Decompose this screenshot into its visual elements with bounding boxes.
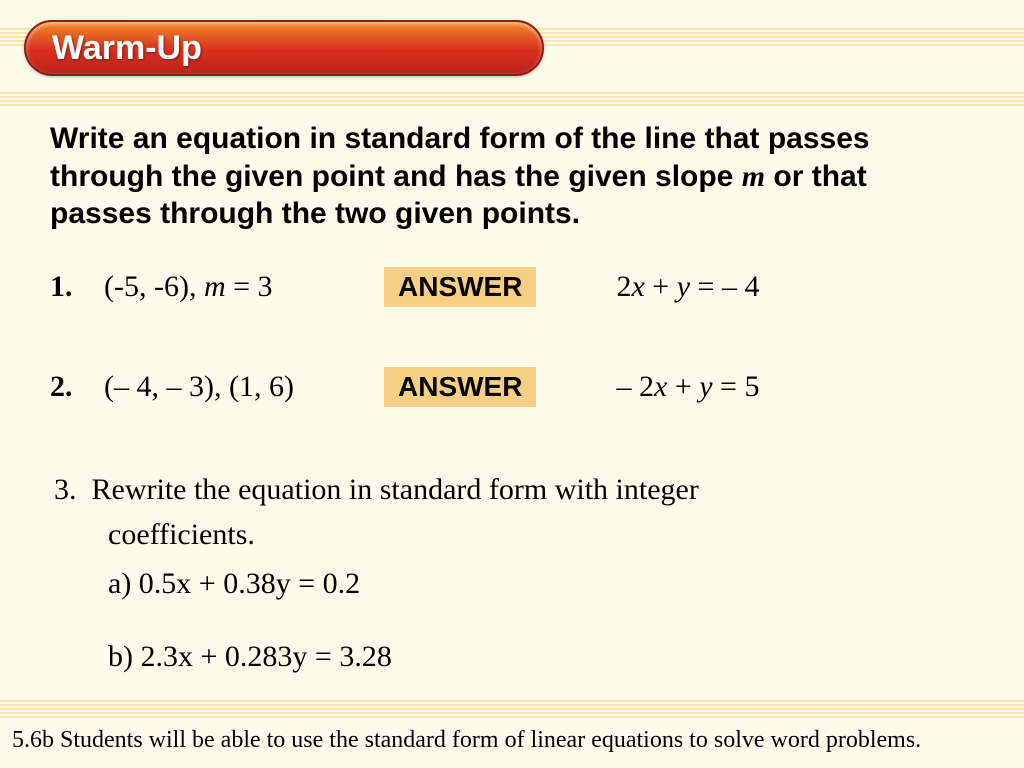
q1-eqn-a: 2	[616, 270, 631, 303]
answer-badge: ANSWER	[384, 267, 536, 307]
q3-part-a: a) 0.5x + 0.38y = 0.2	[108, 561, 974, 606]
prompt-m: m	[742, 160, 765, 193]
q1-eqn-x: x	[631, 270, 644, 303]
q2-eqn-b: +	[667, 370, 699, 403]
q3-text: Rewrite the equation in standard form wi…	[92, 473, 699, 506]
question-3: 3. Rewrite the equation in standard form…	[54, 467, 974, 679]
q2-eqn-y: y	[699, 370, 712, 403]
q1-equation: 2x + y = – 4	[616, 270, 759, 304]
q1-given: (-5, -6), m = 3	[104, 270, 384, 304]
q3-part-b: b) 2.3x + 0.283y = 3.28	[108, 634, 974, 679]
q2-eqn-a: – 2	[616, 370, 654, 403]
question-1-row: 1. (-5, -6), m = 3 ANSWER 2x + y = – 4	[50, 267, 974, 307]
slide-content: Write an equation in standard form of th…	[50, 120, 974, 679]
q2-number: 2.	[50, 370, 104, 404]
q2-eqn-c: = 5	[713, 370, 760, 403]
q2-eqn-x: x	[654, 370, 667, 403]
decorative-stripe-mid	[0, 92, 1024, 106]
decorative-stripe-bottom	[0, 700, 1024, 718]
q1-given-m: m	[204, 270, 226, 303]
prompt-text: Write an equation in standard form of th…	[50, 120, 974, 233]
answer-badge: ANSWER	[384, 367, 536, 407]
q3-line2: coefficients.	[108, 512, 974, 557]
q1-number: 1.	[50, 270, 104, 304]
q1-eqn-c: = – 4	[690, 270, 759, 303]
q3-line1: 3. Rewrite the equation in standard form…	[54, 467, 974, 512]
title-pill: Warm-Up	[24, 20, 544, 76]
question-2-row: 2. (– 4, – 3), (1, 6) ANSWER – 2x + y = …	[50, 367, 974, 407]
q3-number: 3.	[54, 473, 77, 506]
slide-title: Warm-Up	[52, 29, 202, 68]
q2-equation: – 2x + y = 5	[616, 370, 759, 404]
q1-given-b: = 3	[226, 270, 273, 303]
footer-text: 5.6b Students will be able to use the st…	[12, 727, 921, 754]
q1-given-a: (-5, -6),	[104, 270, 204, 303]
q1-eqn-y: y	[677, 270, 690, 303]
q2-given: (– 4, – 3), (1, 6)	[104, 370, 384, 404]
q1-eqn-b: +	[645, 270, 677, 303]
